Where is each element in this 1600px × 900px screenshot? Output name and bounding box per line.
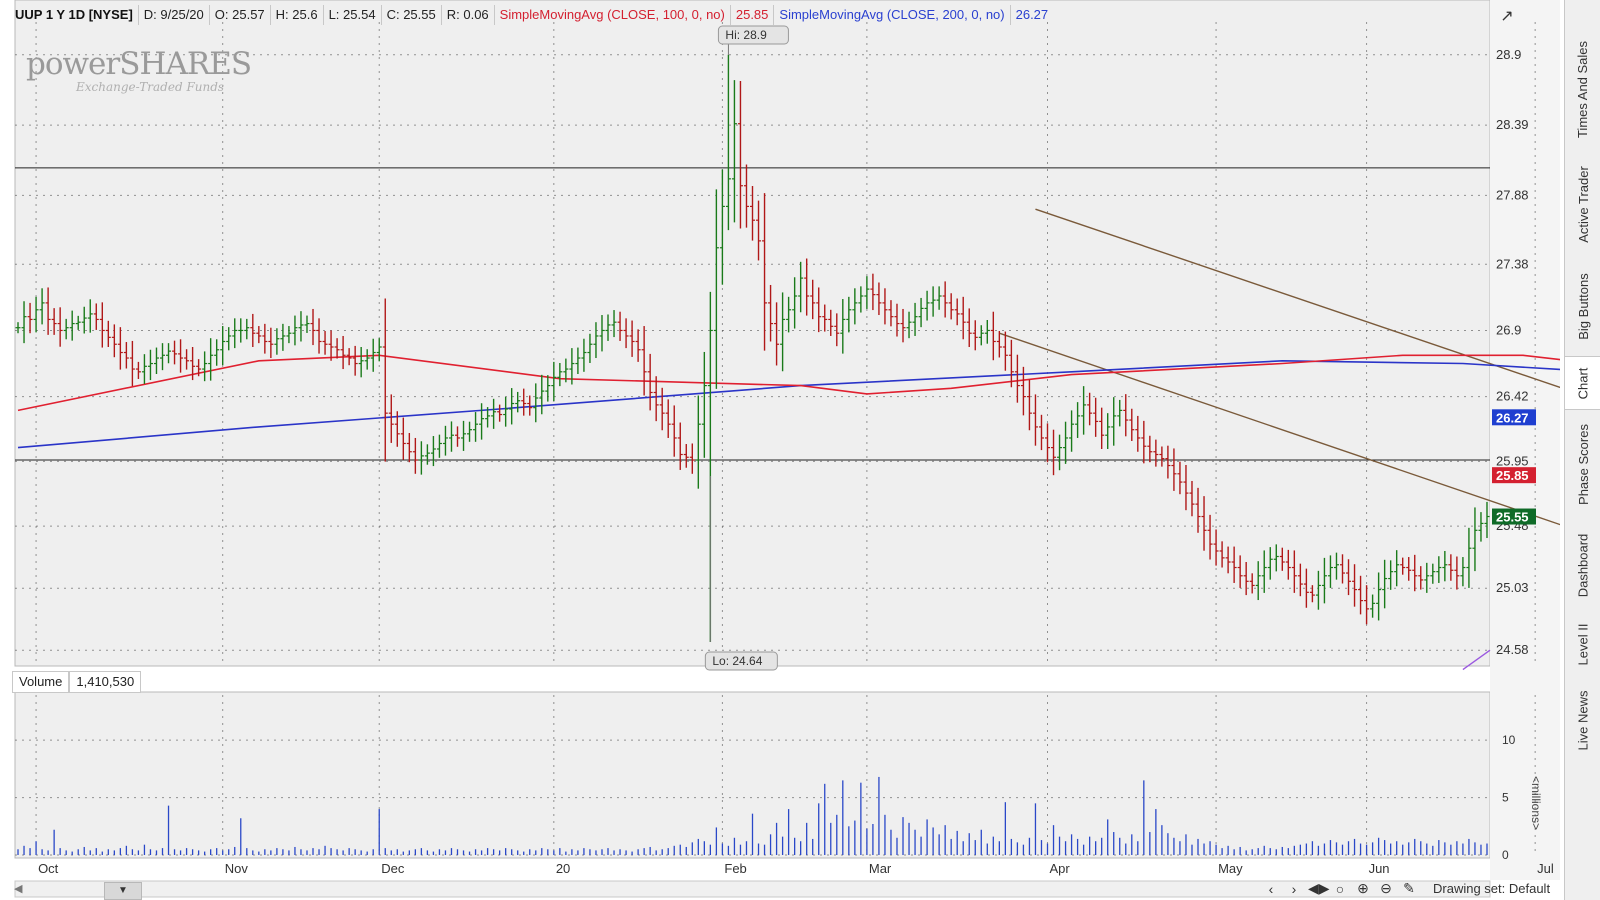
price-tick-label: 26.9 <box>1496 322 1521 337</box>
time-tick-label: Oct <box>38 861 59 876</box>
sma100-price-badge-text: 25.85 <box>1496 468 1529 483</box>
chart-style-icon[interactable]: ↗ <box>1500 8 1514 25</box>
time-tick-label: Nov <box>225 861 249 876</box>
tab-chart[interactable]: Chart <box>1565 356 1600 410</box>
tab-phase-scores-label: Phase Scores <box>1575 423 1591 505</box>
logo-line2: Exchange-Traded Funds <box>76 80 225 94</box>
time-tick-label: 20 <box>556 861 570 876</box>
hi-callout-box <box>717 25 789 45</box>
time-tick-label: May <box>1218 861 1243 876</box>
last-price-badge-text: 25.55 <box>1496 510 1529 525</box>
tab-live-news[interactable]: Live News <box>1565 680 1600 760</box>
pan-arrows-icon[interactable]: ◀▶ <box>1308 880 1330 896</box>
scroll-left-arrow-icon[interactable]: ◀ <box>14 883 23 895</box>
price-tick-label: 24.58 <box>1496 642 1529 657</box>
time-tick-label: Apr <box>1050 861 1071 876</box>
price-tick-label: 25.03 <box>1496 580 1529 595</box>
date-label: D: 9/25/20 <box>139 5 210 25</box>
tab-live-news-label: Live News <box>1575 690 1591 750</box>
sma100-line[interactable] <box>17 354 1560 475</box>
sma200-line[interactable] <box>17 359 1560 449</box>
tab-times-and-sales[interactable]: Times And Sales <box>1565 30 1600 148</box>
symbol-label[interactable]: UUP 1 Y 1D [NYSE] <box>10 5 139 25</box>
sma200-price-badge-box <box>1492 409 1536 426</box>
side-tab-bar: Times And Sales Active Trader Big Button… <box>1564 0 1600 900</box>
tab-big-buttons[interactable]: Big Buttons <box>1565 262 1600 350</box>
price-chart[interactable]: 28.928.3927.8827.3826.926.4225.9525.4825… <box>0 0 1560 900</box>
time-tick-label: Jun <box>1369 861 1390 876</box>
volume-tick-label: 0 <box>1502 848 1509 862</box>
low-label: L: 25.54 <box>324 5 382 25</box>
tab-chart-label: Chart <box>1575 367 1591 399</box>
tab-dashboard-label: Dashboard <box>1575 533 1591 597</box>
tab-active-trader[interactable]: Active Trader <box>1565 158 1600 250</box>
sma200-study-label[interactable]: SimpleMovingAvg (CLOSE, 200, 0, no) <box>774 5 1011 25</box>
tab-level-ii[interactable]: Level II <box>1565 616 1600 672</box>
close-label: C: 25.55 <box>382 5 442 25</box>
scroll-prev-icon[interactable]: ‹ <box>1268 880 1274 897</box>
axis-background <box>1490 0 1560 880</box>
sma200-price-badge-text: 26.27 <box>1496 410 1529 425</box>
time-tick-label: Dec <box>381 861 405 876</box>
channel-upper-line[interactable] <box>1035 208 1560 530</box>
open-label: O: 25.57 <box>210 5 271 25</box>
sma100-study-label[interactable]: SimpleMovingAvg (CLOSE, 100, 0, no) <box>495 5 731 25</box>
channel-lower-line[interactable] <box>999 332 1560 668</box>
high-label: H: 25.6 <box>271 5 324 25</box>
time-tick-label: Jul <box>1537 861 1554 876</box>
drawing-set-label[interactable]: Drawing set: Default <box>1433 881 1551 896</box>
zoom-in-icon[interactable]: ⊕ <box>1357 880 1369 896</box>
price-tick-label: 28.39 <box>1496 117 1529 132</box>
sma100-price-badge-box <box>1492 467 1536 484</box>
volume-unit-label: <millions> <box>1529 776 1543 831</box>
support-trend-line[interactable] <box>1462 649 1491 671</box>
time-tick-label: Feb <box>724 861 746 876</box>
volume-header: Volume 1,410,530 <box>12 671 142 693</box>
price-tick-label: 27.88 <box>1496 187 1529 202</box>
zoom-out-icon[interactable]: ⊖ <box>1380 880 1392 896</box>
powershares-logo: powerSHARES Exchange-Traded Funds <box>26 46 252 94</box>
tab-big-buttons-label: Big Buttons <box>1575 272 1591 340</box>
tab-phase-scores[interactable]: Phase Scores <box>1565 414 1600 514</box>
chart-header: UUP 1 Y 1D [NYSE] D: 9/25/20 O: 25.57 H:… <box>10 4 1053 26</box>
volume-tick-label: 5 <box>1502 791 1509 805</box>
volume-tick-label: 10 <box>1502 733 1516 747</box>
scroll-next-icon[interactable]: › <box>1291 880 1297 897</box>
time-tick-label: Mar <box>869 861 892 876</box>
volume-value: 1,410,530 <box>69 671 142 693</box>
price-tick-label: 27.38 <box>1496 256 1529 271</box>
price-panel-background <box>14 0 1491 667</box>
sma200-study-value: 26.27 <box>1015 7 1049 22</box>
price-tick-label: 26.42 <box>1496 389 1529 404</box>
price-tick-label: 25.95 <box>1496 453 1529 468</box>
lo-callout-box <box>704 651 778 671</box>
tab-active-trader-label: Active Trader <box>1575 165 1591 243</box>
lo-callout-label: Lo: 24.64 <box>712 654 762 668</box>
tab-dashboard[interactable]: Dashboard <box>1565 522 1600 608</box>
range-label: R: 0.06 <box>442 5 495 25</box>
volume-label[interactable]: Volume <box>12 671 70 693</box>
tab-times-and-sales-label: Times And Sales <box>1575 40 1591 138</box>
horizontal-scrollbar-track[interactable] <box>14 880 1491 898</box>
drawing-pencil-icon[interactable]: ✎ <box>1403 880 1415 896</box>
chart-toolbar: ‹ › ◀▶ ○ ⊕ ⊖ ✎ Drawing set: Default <box>1262 880 1550 897</box>
tab-level-ii-label: Level II <box>1575 623 1591 665</box>
scrollbar-thumb[interactable]: ▼ <box>104 882 142 900</box>
price-tick-label: 28.9 <box>1496 47 1521 62</box>
cursor-icon[interactable]: ○ <box>1335 880 1345 897</box>
hi-callout-label: Hi: 28.9 <box>725 28 767 42</box>
last-price-badge-box <box>1492 508 1536 525</box>
logo-line1: powerSHARES <box>26 46 252 82</box>
sma100-study-value: 25.85 <box>731 5 775 25</box>
